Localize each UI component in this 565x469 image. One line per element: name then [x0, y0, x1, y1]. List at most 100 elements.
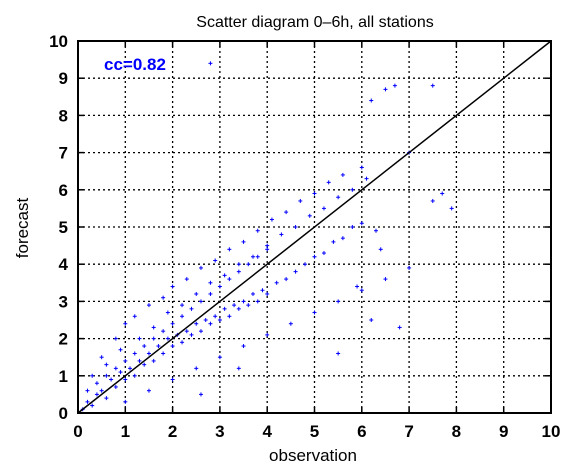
data-point	[184, 277, 189, 282]
data-point	[265, 332, 270, 337]
data-point	[194, 321, 199, 326]
data-point	[260, 288, 265, 293]
data-point	[336, 299, 341, 304]
y-axis-label: forecast	[13, 197, 32, 258]
data-point	[227, 314, 232, 319]
data-point	[232, 303, 237, 308]
data-point	[146, 351, 151, 356]
data-point	[246, 303, 251, 308]
data-point	[440, 191, 445, 196]
data-point	[198, 265, 203, 270]
data-point	[142, 344, 147, 349]
data-point	[123, 399, 128, 404]
data-point	[161, 295, 166, 300]
y-tick-label: 3	[59, 292, 68, 311]
data-point	[236, 366, 241, 371]
data-point	[284, 210, 289, 215]
data-point	[109, 377, 114, 382]
data-point	[373, 228, 378, 233]
data-point	[208, 280, 213, 285]
data-point	[90, 403, 95, 408]
data-point	[298, 198, 303, 203]
data-point	[104, 396, 109, 401]
data-point	[132, 373, 137, 378]
data-point	[383, 87, 388, 92]
data-point	[222, 273, 227, 278]
data-point	[222, 306, 227, 311]
data-point	[269, 217, 274, 222]
data-point	[118, 347, 123, 352]
data-point	[123, 377, 128, 382]
data-point	[118, 370, 123, 375]
data-point	[208, 61, 213, 66]
data-point	[151, 358, 156, 363]
data-point	[151, 336, 156, 341]
data-point	[123, 358, 128, 363]
y-tick-label: 8	[59, 106, 68, 125]
data-point	[156, 344, 161, 349]
y-tick-label: 6	[59, 181, 68, 200]
x-tick-label: 6	[357, 422, 366, 441]
data-point	[288, 321, 293, 326]
data-point	[198, 299, 203, 304]
data-point	[151, 325, 156, 330]
data-point	[161, 329, 166, 334]
data-point	[336, 351, 341, 356]
data-point	[217, 355, 222, 360]
data-point	[307, 213, 312, 218]
data-point	[284, 277, 289, 282]
data-point	[189, 332, 194, 337]
data-point	[355, 284, 360, 289]
data-point	[180, 303, 185, 308]
data-point	[449, 206, 454, 211]
data-point	[99, 355, 104, 360]
data-point	[128, 366, 133, 371]
data-point	[161, 351, 166, 356]
tick-layer: 0 1 2 3 4 5 6 7 8 9 10 0 1 2 3 4 5 6 7 8 9 10	[49, 32, 560, 441]
x-tick-label: 9	[499, 422, 508, 441]
y-tick-label: 9	[59, 69, 68, 88]
data-point	[265, 247, 270, 252]
data-point	[430, 198, 435, 203]
data-point	[104, 362, 109, 367]
data-point	[255, 299, 260, 304]
data-point	[180, 314, 185, 319]
data-point	[350, 225, 355, 229]
data-point	[99, 388, 104, 393]
data-point	[251, 254, 256, 259]
data-point	[279, 232, 284, 237]
data-point	[170, 377, 175, 382]
data-point	[236, 262, 241, 267]
data-point	[312, 310, 317, 315]
data-point	[85, 399, 90, 404]
data-point	[241, 344, 246, 349]
data-point	[265, 243, 270, 248]
data-point	[236, 306, 241, 311]
data-point	[165, 336, 170, 341]
data-point	[378, 247, 383, 252]
data-point	[336, 195, 341, 200]
y-tick-label: 5	[59, 218, 68, 237]
x-axis-label: observation	[269, 446, 357, 465]
x-tick-label: 8	[452, 422, 461, 441]
data-point	[198, 329, 203, 334]
data-point	[217, 284, 222, 289]
data-point	[241, 239, 246, 244]
data-point	[189, 306, 194, 311]
data-point	[350, 187, 355, 192]
data-point	[170, 284, 175, 289]
data-point	[359, 165, 364, 170]
data-point	[293, 269, 298, 274]
data-point	[104, 373, 109, 378]
data-point	[251, 291, 256, 296]
data-point	[383, 277, 388, 282]
data-point	[94, 381, 99, 386]
x-tick-label: 5	[310, 422, 319, 441]
x-tick-label: 2	[168, 422, 177, 441]
data-point	[137, 358, 142, 363]
data-point	[359, 221, 364, 226]
data-point	[227, 247, 232, 252]
data-point	[303, 262, 308, 267]
data-point	[265, 291, 270, 296]
